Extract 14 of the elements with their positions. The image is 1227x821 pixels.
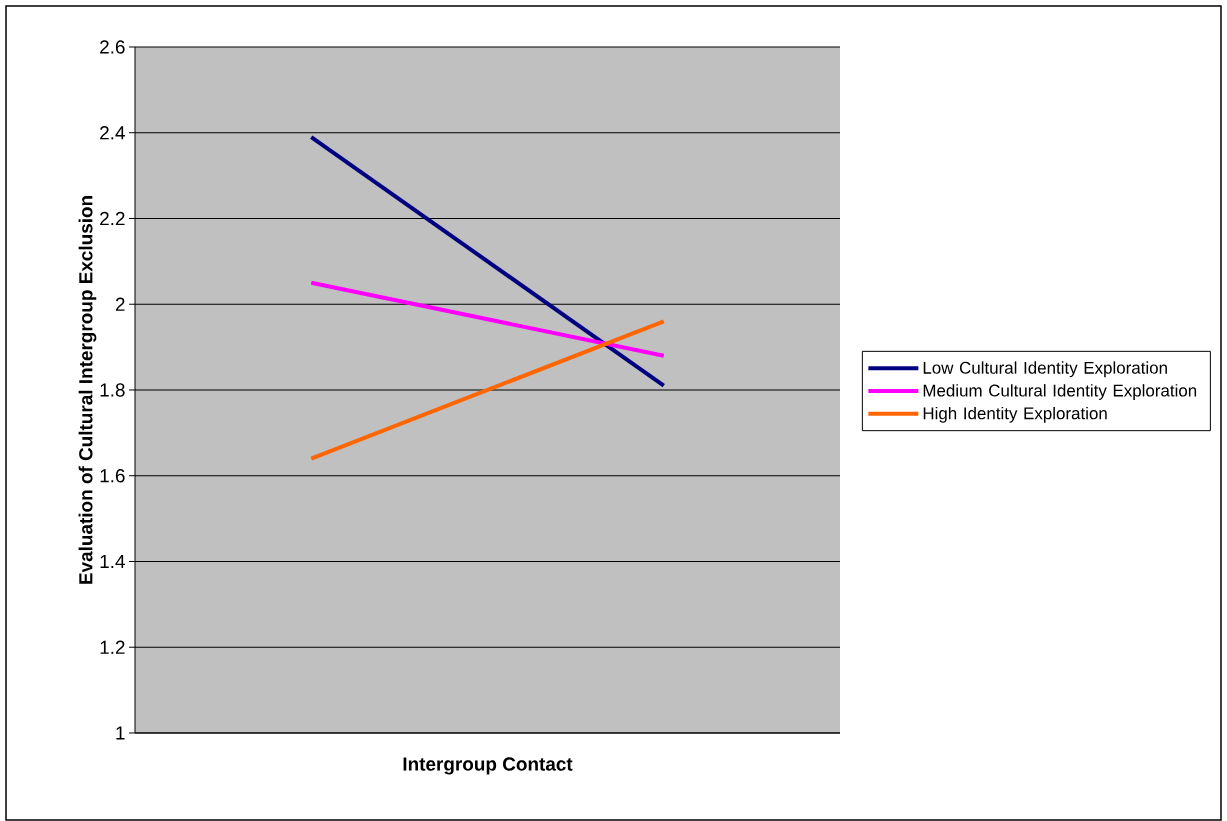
y-tick-label: 1.4 <box>100 554 125 568</box>
y-axis-title: Evaluation of Cultural Intergroup Exclusion <box>78 196 97 584</box>
legend-label: High Identity Exploration <box>923 406 1107 423</box>
y-tick-label: 2 <box>115 297 125 311</box>
x-axis-title: Intergroup Contact <box>403 757 573 775</box>
y-tick-label: 2.6 <box>100 40 125 54</box>
y-tick-label: 1.8 <box>100 383 125 397</box>
y-tick-label: 1.6 <box>100 469 125 483</box>
y-tick-label: 2.4 <box>100 126 125 140</box>
y-tick-label: 1 <box>116 726 125 740</box>
legend-label: Low Cultural Identity Exploration <box>923 361 1167 378</box>
y-tick-label: 1.2 <box>100 640 125 654</box>
legend-label: Medium Cultural Identity Exploration <box>923 384 1197 400</box>
y-tick-label: 2.2 <box>100 211 125 226</box>
